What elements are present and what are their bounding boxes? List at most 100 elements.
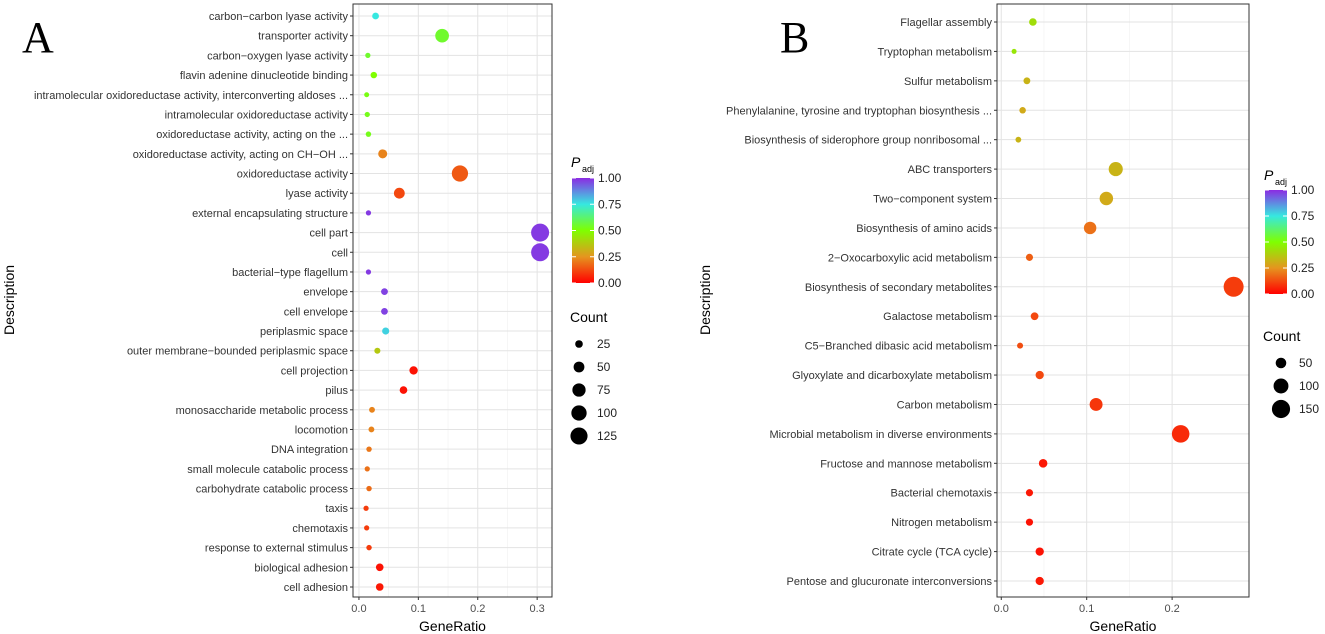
x-tick-label-b: 0.0 [994,603,1009,615]
y-tick-label-a: carbohydrate catabolic process [196,484,349,496]
plot-area-a [353,4,552,597]
data-point-a [399,386,408,394]
y-tick-label-b: Biosynthesis of amino acids [856,223,992,235]
colorbar-a [572,178,594,283]
y-tick-label-a: cell projection [281,365,348,377]
data-point-b [1030,312,1039,321]
data-point-a [366,446,372,452]
y-tick-label-a: response to external stimulus [205,543,349,555]
size-legend-label-a: 50 [597,360,611,374]
y-tick-label-b: Flagellar assembly [900,17,992,29]
x-tick-label-a: 0.0 [351,603,366,615]
colorbar-label-a: 0.50 [598,224,622,238]
data-point-a [364,466,370,472]
x-tick-label-b: 0.2 [1164,603,1179,615]
data-point-a [451,165,469,182]
y-tick-label-b: Biosynthesis of siderophore group nonrib… [744,135,992,147]
x-axis-title-a: GeneRatio [419,618,486,634]
data-point-b [1015,136,1022,143]
colorbar-label-b: 0.25 [1291,261,1315,275]
data-point-b [1035,576,1044,586]
y-tick-label-a: carbon−oxygen lyase activity [207,50,348,62]
data-point-a [393,187,405,199]
colorbar-label-a: 0.00 [598,276,622,290]
y-tick-label-b: ABC transporters [908,164,993,176]
data-point-a [368,426,375,433]
y-tick-label-a: carbon−carbon lyase activity [209,11,349,23]
data-point-a [366,485,372,492]
data-point-b [1099,191,1114,206]
data-point-a [365,52,371,58]
data-point-b [1108,162,1123,177]
size-legend-dot-b [1271,399,1291,419]
y-tick-label-b: Microbial metabolism in diverse environm… [769,429,992,441]
data-point-a [531,223,550,242]
data-point-b [1223,276,1244,297]
y-tick-label-a: monosaccharide metabolic process [176,405,349,417]
data-point-b [1029,18,1037,26]
y-tick-label-b: Carbon metabolism [897,399,992,411]
y-tick-label-a: taxis [325,503,348,515]
color-legend-subscript-a: adj [582,164,594,174]
y-tick-label-a: envelope [303,287,348,299]
data-point-b [1017,342,1024,349]
y-tick-label-a: small molecule catabolic process [187,464,348,476]
y-tick-label-a: transporter activity [258,31,348,43]
data-point-b [1025,489,1034,497]
size-legend-label-b: 50 [1299,356,1313,370]
y-tick-label-a: locomotion [295,424,348,436]
y-tick-label-a: oxidoreductase activity [237,169,349,181]
data-point-a [364,525,370,531]
data-point-a [366,544,372,551]
data-point-b [1035,547,1044,556]
y-tick-label-b: Galactose metabolism [883,311,992,323]
y-axis-title-a: Description [1,265,17,335]
y-tick-label-b: Biosynthesis of secondary metabolites [805,282,993,294]
size-legend-label-b: 100 [1299,379,1319,393]
y-tick-label-b: Phenylalanine, tyrosine and tryptophan b… [726,105,992,117]
data-point-a [372,12,379,20]
data-point-b [1019,107,1026,114]
data-point-b [1038,459,1048,468]
y-tick-label-b: Sulfur metabolism [904,76,992,88]
y-tick-label-a: cell [331,247,348,259]
y-tick-label-b: Tryptophan metabolism [877,46,992,58]
chart-panel-a: carbon−carbon lyase activity transporter … [1,3,622,634]
size-legend-dot-a [570,427,588,445]
colorbar-label-a: 0.25 [598,250,622,264]
data-point-a [381,288,388,296]
x-tick-label-a: 0.2 [470,603,485,615]
color-legend-subscript-b: adj [1275,177,1287,187]
y-tick-label-b: 2−Oxocarboxylic acid metabolism [828,252,992,264]
y-tick-label-b: Two−component system [873,194,992,206]
y-tick-label-a: pilus [325,385,348,397]
y-tick-label-b: Nitrogen metabolism [891,517,992,529]
y-tick-label-a: cell part [309,228,348,240]
y-tick-label-a: cell adhesion [284,582,348,594]
colorbar-b [1265,190,1287,294]
y-tick-label-b: Fructose and mannose metabolism [820,458,992,470]
data-point-b [1011,48,1017,54]
plot-border-a [352,3,553,598]
size-legend-label-a: 125 [597,429,617,443]
colorbar-label-b: 0.75 [1291,209,1315,223]
data-point-b [1025,253,1034,261]
data-point-b [1171,425,1190,443]
y-tick-label-a: oxidoreductase activity, acting on the .… [156,129,348,141]
y-tick-label-a: cell envelope [284,306,348,318]
y-axis-title-b: Description [697,265,713,335]
y-tick-label-b: Pentose and glucuronate interconversions [787,576,993,588]
y-tick-label-a: flavin adenine dinucleotide binding [180,70,348,82]
colorbar-label-b: 0.50 [1291,235,1315,249]
plot-area-b [997,4,1249,597]
y-tick-label-a: external encapsulating structure [192,208,348,220]
data-point-a [365,269,372,275]
data-point-b [1035,370,1044,380]
y-tick-label-a: outer membrane−bounded periplasmic space [127,346,348,358]
color-legend-title-b: P [1264,167,1274,183]
data-point-a [364,92,370,98]
data-point-b [1083,221,1097,235]
y-tick-label-b: C5−Branched dibasic acid metabolism [805,341,992,353]
color-legend-title-a: P [571,154,581,170]
